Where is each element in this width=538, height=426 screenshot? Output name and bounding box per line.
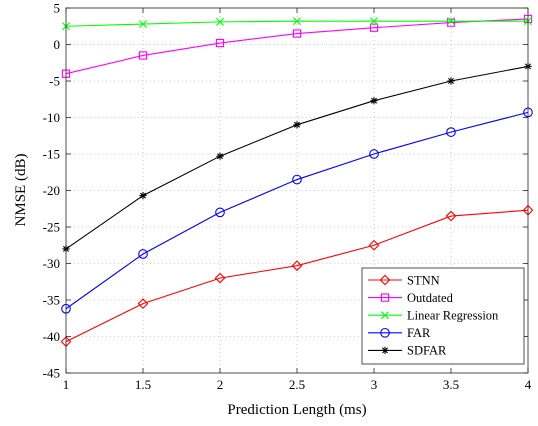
data-point <box>214 272 226 284</box>
y-tick-label: 0 <box>54 37 61 52</box>
y-axis-label: NMSE (dB) <box>13 154 29 227</box>
data-point <box>370 17 378 26</box>
series-outdated <box>61 14 533 78</box>
data-point <box>369 23 379 32</box>
legend-label: Outdated <box>407 291 454 305</box>
legend-marker <box>380 293 390 302</box>
y-tick-label: -40 <box>43 329 60 344</box>
data-point <box>138 249 148 259</box>
legend-label: Linear Regression <box>407 309 499 323</box>
series-line <box>65 209 529 343</box>
legend-marker <box>380 327 390 338</box>
data-point <box>445 210 457 222</box>
data-point <box>139 20 147 29</box>
legend-label: SDFAR <box>407 344 447 358</box>
x-tick-label: 1 <box>63 377 70 392</box>
legend: STNN Outdated Linear Regression FAR SDFAR <box>361 267 525 365</box>
legend-item: Linear Regression <box>368 309 499 323</box>
x-axis-label: Prediction Length (ms) <box>227 402 366 418</box>
series-line <box>65 111 529 310</box>
data-point <box>292 174 302 185</box>
x-tick-label: 3 <box>371 377 378 392</box>
x-tick-label: 4 <box>525 377 532 392</box>
axis-ticks: 1 1.5 2 2.5 3 3.5 4 5 0 -5 -10 -15 -20 -25 -30 -35 -40 -4… <box>43 1 532 393</box>
x-tick-label: 1.5 <box>135 377 151 392</box>
series-line <box>65 18 529 75</box>
y-tick-label: -25 <box>43 220 60 235</box>
legend-item: Outdated <box>368 291 454 305</box>
legend-item: FAR <box>368 326 431 340</box>
data-point <box>369 149 379 159</box>
data-point <box>291 260 303 272</box>
legend-marker <box>379 274 391 286</box>
legend-marker <box>381 311 389 320</box>
data-point <box>216 152 224 160</box>
legend-label: STNN <box>407 273 440 287</box>
y-tick-label: -10 <box>43 110 60 125</box>
y-tick-label: -5 <box>49 74 60 89</box>
legend-box <box>361 267 525 365</box>
x-tick-label: 2 <box>217 377 224 392</box>
y-tick-label: -35 <box>43 293 60 308</box>
data-point <box>368 239 380 251</box>
x-tick-label: 3.5 <box>443 377 459 392</box>
y-tick-label: -20 <box>43 183 60 198</box>
y-tick-label: -15 <box>43 147 60 162</box>
legend-item: STNN <box>368 273 440 287</box>
data-point <box>293 121 301 129</box>
y-tick-label: -45 <box>43 366 60 381</box>
legend-marker <box>381 346 389 354</box>
data-point <box>216 17 224 26</box>
data-point <box>137 298 149 310</box>
data-point <box>446 127 456 137</box>
data-point <box>138 51 148 60</box>
legend-item: SDFAR <box>368 344 447 358</box>
data-point <box>293 17 301 26</box>
y-tick-label: -30 <box>43 256 60 271</box>
y-tick-label: 5 <box>54 1 61 16</box>
data-point <box>446 18 456 27</box>
data-point <box>447 77 455 85</box>
data-point <box>370 97 378 105</box>
data-point <box>292 29 302 38</box>
data-point <box>447 17 455 26</box>
data-point <box>215 207 225 218</box>
data-point <box>215 38 225 48</box>
data-point <box>139 192 147 200</box>
x-tick-label: 2.5 <box>289 377 305 392</box>
legend-label: FAR <box>407 326 431 340</box>
